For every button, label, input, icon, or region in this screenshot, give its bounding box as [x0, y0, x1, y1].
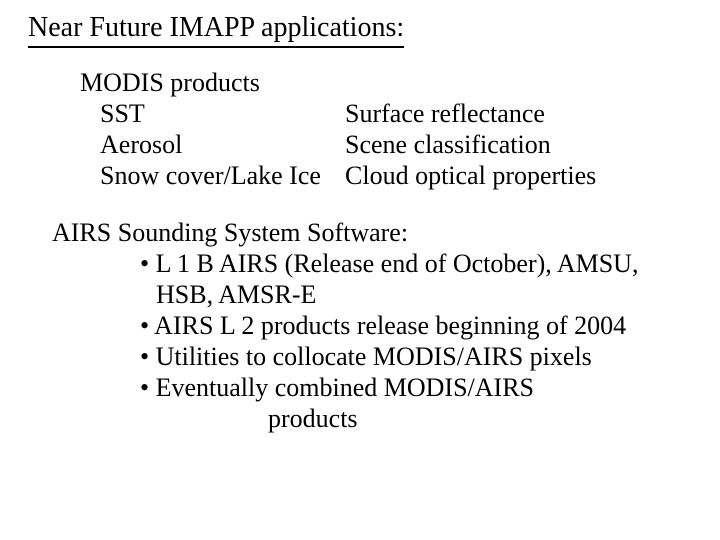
airs-bullet-4-cont: products — [268, 404, 358, 434]
slide-title: Near Future IMAPP applications: — [28, 12, 404, 48]
modis-row3-col2: Cloud optical properties — [345, 161, 596, 191]
airs-heading: AIRS Sounding System Software: — [52, 218, 408, 248]
airs-bullet-4: • Eventually combined MODIS/AIRS — [140, 373, 534, 403]
modis-row3-col1: Snow cover/Lake Ice — [100, 161, 321, 191]
modis-row2-col2: Scene classification — [345, 130, 551, 160]
modis-row2-col1: Aerosol — [100, 130, 182, 160]
airs-bullet-1: • L 1 B AIRS (Release end of October), A… — [140, 249, 638, 279]
modis-heading: MODIS products — [80, 68, 260, 98]
modis-row1-col2: Surface reflectance — [345, 99, 545, 129]
airs-bullet-1-cont: HSB, AMSR-E — [156, 280, 316, 310]
airs-bullet-3: • Utilities to collocate MODIS/AIRS pixe… — [140, 342, 592, 372]
airs-bullet-2: • AIRS L 2 products release beginning of… — [140, 311, 626, 341]
modis-row1-col1: SST — [100, 99, 145, 129]
